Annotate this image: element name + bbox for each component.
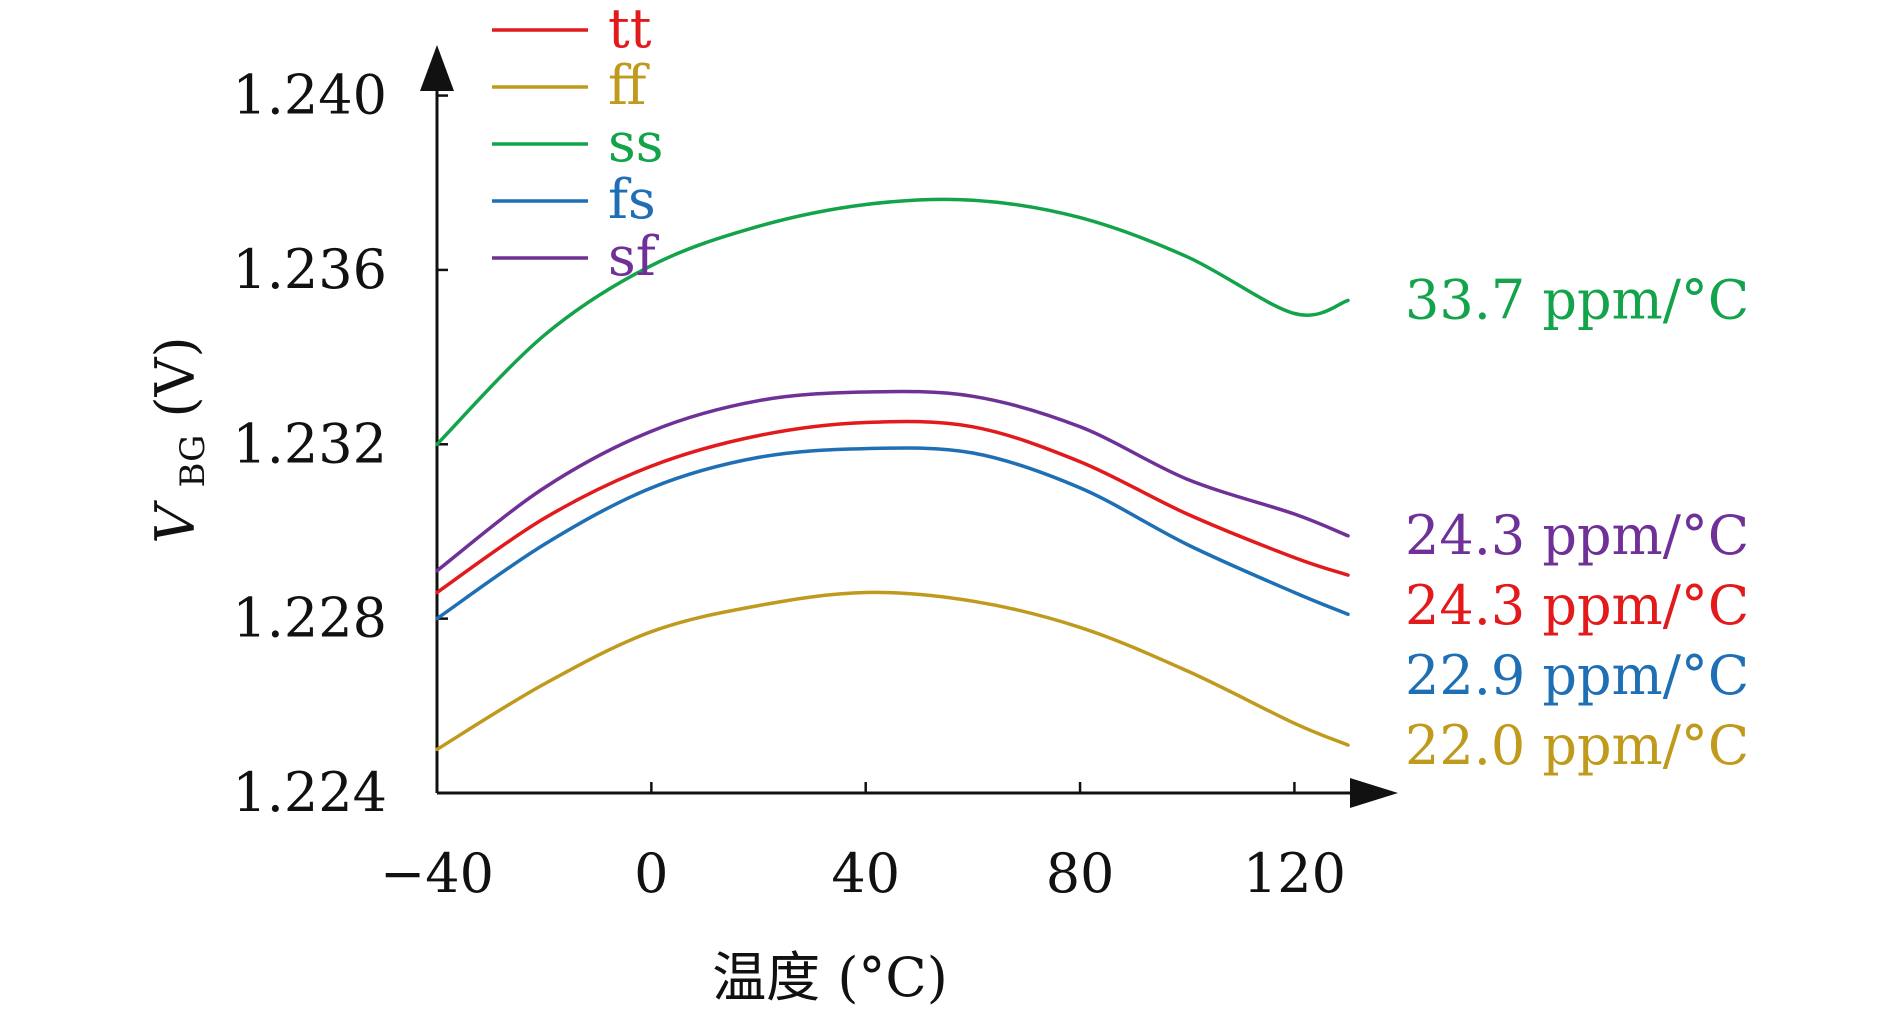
legend-label-ff: ff bbox=[608, 54, 650, 117]
y-axis-arrow bbox=[420, 45, 454, 91]
series-lines bbox=[435, 197, 1350, 752]
annotation-tt: 24.3 ppm/°C bbox=[1405, 574, 1749, 637]
annotation-sf: 24.3 ppm/°C bbox=[1405, 504, 1749, 567]
y-tick-label: 1.232 bbox=[232, 412, 387, 475]
y-axis-title: V BG (V) bbox=[144, 336, 217, 543]
legend-label-fs: fs bbox=[608, 168, 656, 231]
legend-label-ss: ss bbox=[608, 111, 663, 174]
x-tick-label: −40 bbox=[380, 842, 494, 905]
y-axis-title-base: V bbox=[144, 500, 207, 544]
series-line-ff bbox=[435, 590, 1350, 752]
annotation-ff: 22.0 ppm/°C bbox=[1405, 714, 1749, 777]
y-tick-label: 1.228 bbox=[232, 587, 387, 650]
y-tick-label: 1.240 bbox=[232, 64, 387, 127]
x-tick-label: 40 bbox=[831, 842, 900, 905]
y-tick-label: 1.224 bbox=[232, 761, 387, 824]
annotation-fs: 22.9 ppm/°C bbox=[1405, 644, 1749, 707]
y-tick-label: 1.236 bbox=[232, 238, 387, 301]
legend-label-tt: tt bbox=[608, 0, 652, 60]
x-tick-label: 120 bbox=[1243, 842, 1346, 905]
series-annotations: 33.7 ppm/°C 24.3 ppm/°C 24.3 ppm/°C 22.9 pp… bbox=[1405, 268, 1749, 776]
x-axis-title: 温度 (°C) bbox=[712, 946, 948, 1009]
series-line-fs bbox=[435, 446, 1350, 621]
y-axis-title-subscript: BG bbox=[173, 435, 213, 488]
series-line-ss bbox=[435, 197, 1350, 447]
annotation-ss: 33.7 ppm/°C bbox=[1405, 268, 1749, 331]
x-axis-arrow bbox=[1350, 778, 1398, 808]
x-tick-label: 80 bbox=[1046, 842, 1115, 905]
series-line-sf bbox=[435, 389, 1350, 573]
axes bbox=[420, 45, 1398, 808]
ticks: 1.240 1.236 1.232 1.228 1.224 −40 0 40 80 120 bbox=[232, 64, 1346, 905]
series-line-tt bbox=[435, 419, 1350, 595]
y-axis-title-unit: (V) bbox=[144, 336, 207, 417]
x-tick-label: 0 bbox=[634, 842, 668, 905]
legend-label-sf: sf bbox=[608, 225, 660, 288]
